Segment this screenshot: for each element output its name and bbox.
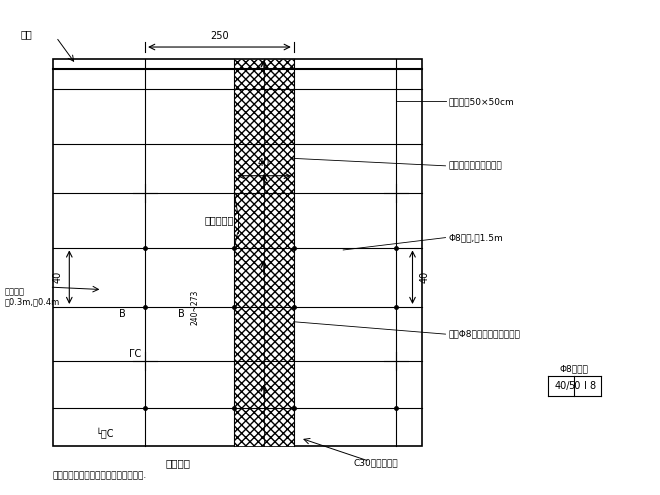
Text: 240~273: 240~273 xyxy=(190,289,199,325)
Text: 小注：图中空白处为拉铁丝网覆盖模板.: 小注：图中空白处为拉铁丝网覆盖模板. xyxy=(53,472,147,481)
Polygon shape xyxy=(234,59,294,446)
Text: 加强Φ8型钉钉筋（拉固用）: 加强Φ8型钉钉筋（拉固用） xyxy=(449,330,521,339)
Text: ΓC: ΓC xyxy=(129,349,141,359)
Text: 40: 40 xyxy=(419,271,430,283)
Text: └＿C: └＿C xyxy=(96,428,114,439)
Text: 框架梁柱
厘0.3m,宽0.4m: 框架梁柱 厘0.3m,宽0.4m xyxy=(5,287,60,307)
Text: 一个单元棒: 一个单元棒 xyxy=(205,215,234,225)
Text: Φ8张拉筋: Φ8张拉筋 xyxy=(560,364,589,373)
Text: 50: 50 xyxy=(568,381,580,391)
Text: Φ8锚筋,长1.5m: Φ8锚筋,长1.5m xyxy=(449,233,504,242)
Text: 拉暂盖木50×50cm: 拉暂盖木50×50cm xyxy=(449,97,515,106)
Text: 権杆: 権杆 xyxy=(20,30,32,40)
Text: 40: 40 xyxy=(258,158,270,168)
Text: I 8: I 8 xyxy=(584,381,596,391)
Text: 40: 40 xyxy=(52,271,63,283)
Text: 拉铁丝网及三维网模板: 拉铁丝网及三维网模板 xyxy=(449,161,502,170)
Text: 40/: 40/ xyxy=(554,381,570,391)
Text: C30混凝支撑管: C30混凝支撑管 xyxy=(353,458,398,467)
Text: B: B xyxy=(178,309,185,319)
Text: 过渡平台: 过渡平台 xyxy=(166,458,191,468)
Text: 250: 250 xyxy=(210,31,229,41)
Text: B: B xyxy=(119,309,125,319)
